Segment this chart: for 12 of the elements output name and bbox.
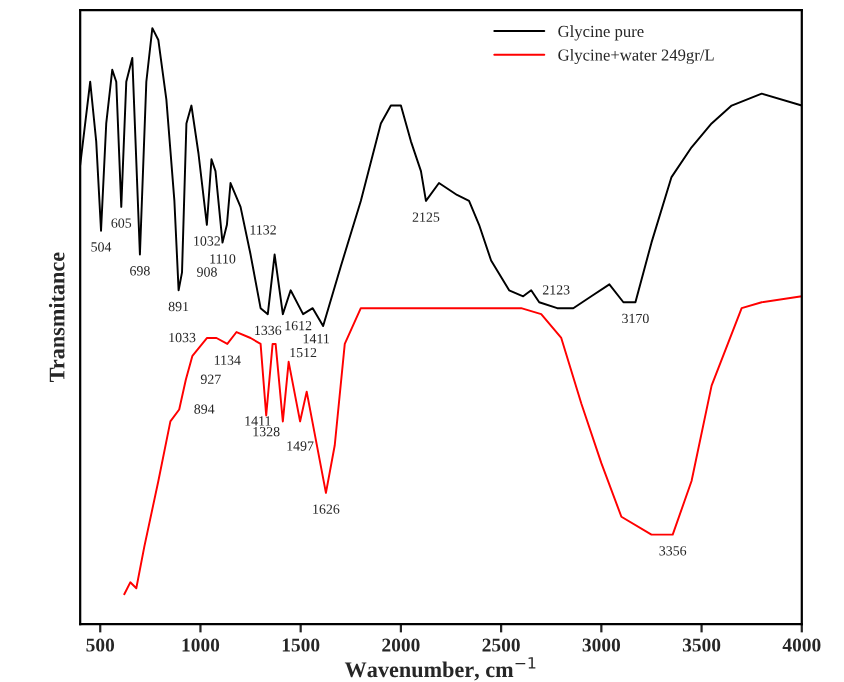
legend-label: Glycine+water 249gr/L	[558, 48, 714, 65]
x-tick-label: 500	[86, 638, 115, 652]
x-tick-label: 2000	[382, 638, 420, 652]
legend-label: Glycine pure	[558, 25, 644, 41]
x-tick-label: 1500	[282, 638, 320, 652]
x-tick-label: 3000	[582, 638, 621, 652]
x-tick-label: 2500	[482, 638, 520, 652]
x-tick-label: 4000	[782, 638, 821, 652]
x-tick-label: 1000	[182, 638, 220, 652]
y-axis-title: Transmitance	[48, 252, 65, 383]
x-tick-label: 3500	[682, 638, 721, 652]
x-axis-title: Wavenumber, cm$^{−1}$	[344, 657, 536, 681]
